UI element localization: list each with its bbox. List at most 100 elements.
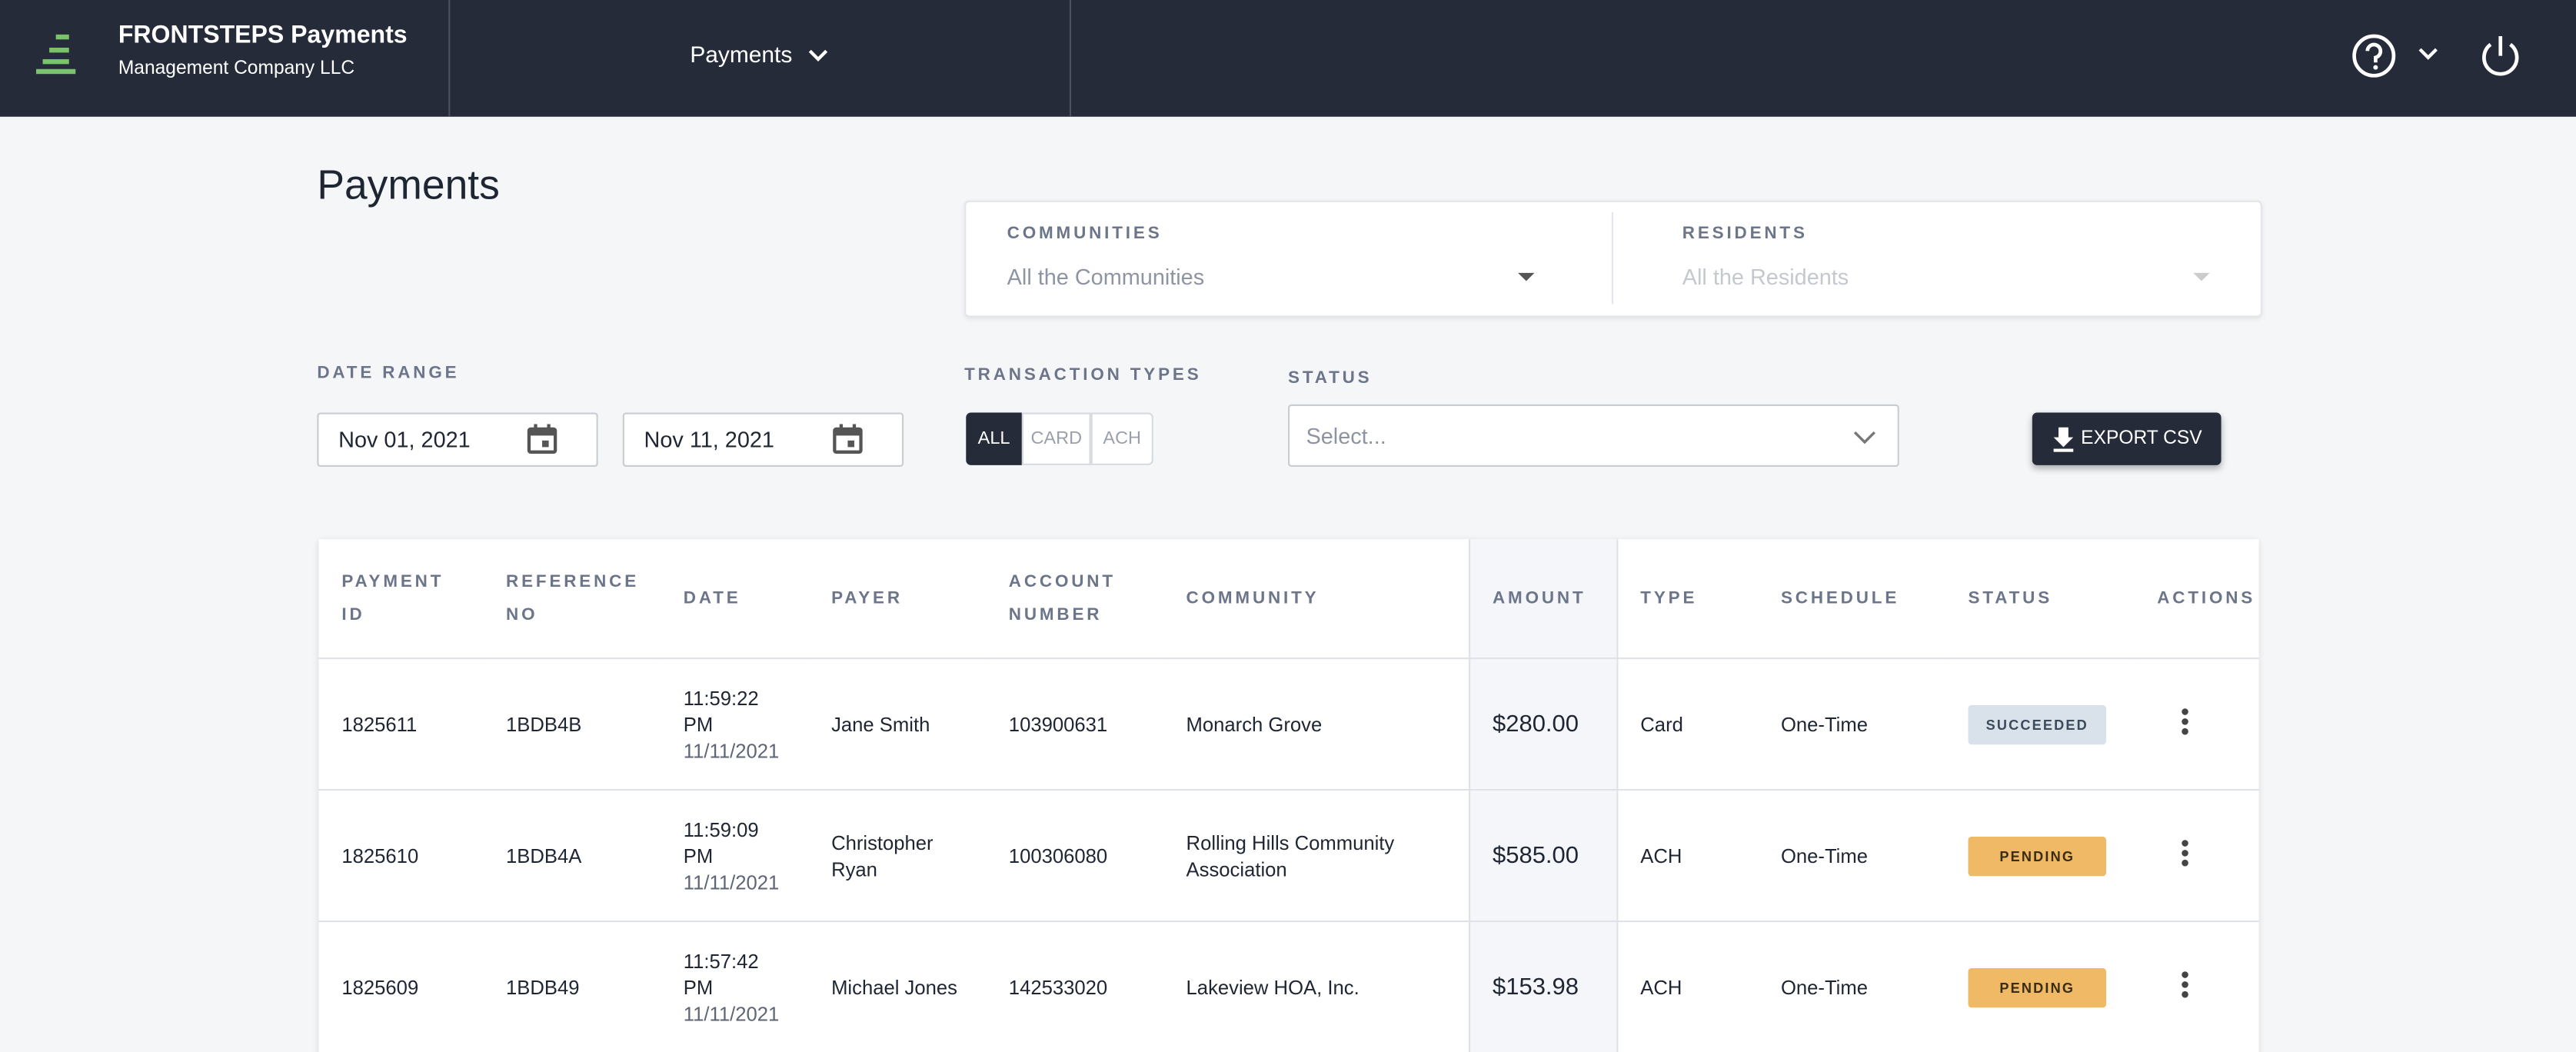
row-menu[interactable] bbox=[2180, 706, 2190, 742]
reference-no-cell: 1BDB4B bbox=[483, 658, 661, 791]
actions-cell bbox=[2134, 790, 2259, 923]
table-body: 1825611 1BDB4B 11:59:22 PM 11/11/2021 Jane S… bbox=[318, 658, 2259, 1052]
header-row: PAYMENT ID REFERENCE NO DATE PAYER ACCOUNT N… bbox=[318, 539, 2259, 660]
residents-select[interactable]: All the Residents bbox=[1682, 265, 1849, 290]
filter-label: COMMUNITIES bbox=[1007, 223, 1163, 244]
filter-label: RESIDENTS bbox=[1682, 223, 1808, 244]
payer-cell: Christopher Ryan bbox=[808, 790, 986, 923]
date: 11/11/2021 bbox=[683, 870, 780, 894]
table-row: 1825611 1BDB4B 11:59:22 PM 11/11/2021 Jane S… bbox=[318, 658, 2259, 791]
reference-no-cell: 1BDB49 bbox=[483, 921, 661, 1052]
status-placeholder: Select... bbox=[1306, 424, 1386, 449]
logo bbox=[36, 34, 76, 75]
help-icon[interactable] bbox=[2349, 32, 2398, 81]
date-cell: 11:59:09 PM 11/11/2021 bbox=[660, 790, 809, 923]
date: 11/11/2021 bbox=[683, 738, 780, 762]
account-number-cell: 142533020 bbox=[985, 921, 1163, 1052]
type-option[interactable]: ACH bbox=[1090, 412, 1153, 465]
end-date[interactable]: Nov 11, 2021 bbox=[622, 412, 904, 468]
kebab-icon bbox=[2182, 707, 2188, 734]
schedule-cell: One-Time bbox=[1758, 658, 1945, 791]
actions-cell bbox=[2134, 921, 2259, 1052]
column-header: ACTIONS bbox=[2134, 539, 2259, 660]
column-header: STATUS bbox=[1945, 539, 2135, 660]
filter-card: COMMUNITIES All the Communities RESIDENT… bbox=[964, 200, 2262, 318]
kebab-icon bbox=[2182, 970, 2188, 997]
payments-table: PAYMENT ID REFERENCE NO DATE PAYER ACCOUNT N… bbox=[318, 539, 2259, 1052]
page-title: Payments bbox=[317, 162, 500, 209]
payment-id-cell: 1825611 bbox=[318, 658, 484, 791]
separator bbox=[1069, 0, 1071, 117]
payment-id-cell: 1825609 bbox=[318, 921, 484, 1052]
calendar-icon bbox=[833, 424, 863, 454]
schedule-cell: One-Time bbox=[1758, 790, 1945, 923]
column-header: ACCOUNT NUMBER bbox=[985, 539, 1163, 660]
column-header: COMMUNITY bbox=[1163, 539, 1469, 660]
reference-no-cell: 1BDB4A bbox=[483, 790, 661, 923]
chevron[interactable] bbox=[2417, 45, 2440, 65]
communities-select[interactable]: All the Communities bbox=[1007, 265, 1205, 290]
table-row: 1825609 1BDB49 11:57:42 PM 11/11/2021 Michae… bbox=[318, 921, 2259, 1052]
status-badge: PENDING bbox=[1968, 967, 2106, 1007]
column-header: AMOUNT bbox=[1467, 539, 1618, 660]
column-header: PAYMENT ID bbox=[318, 539, 484, 660]
type-cell: Card bbox=[1616, 658, 1759, 791]
time: 11:59:09 PM bbox=[683, 817, 759, 867]
start-date[interactable]: Nov 01, 2021 bbox=[317, 412, 598, 468]
column-header: REFERENCE NO bbox=[483, 539, 661, 660]
amount-cell: $280.00 bbox=[1467, 658, 1618, 791]
status-badge: PENDING bbox=[1968, 835, 2106, 876]
payment-id-cell: 1825610 bbox=[318, 790, 484, 923]
column-header: PAYER bbox=[808, 539, 986, 660]
payer-cell: Jane Smith bbox=[808, 658, 986, 791]
nav-menu[interactable]: Payments bbox=[690, 41, 792, 67]
column-header: SCHEDULE bbox=[1758, 539, 1945, 660]
power-icon[interactable] bbox=[2476, 32, 2525, 81]
community-cell: Lakeview HOA, Inc. bbox=[1163, 921, 1469, 1052]
status-badge: SUCCEEDED bbox=[1968, 704, 2106, 744]
row-menu[interactable] bbox=[2180, 837, 2190, 874]
export-label: EXPORT CSV bbox=[2081, 428, 2202, 449]
account-number-cell: 100306080 bbox=[985, 790, 1163, 923]
separator bbox=[448, 0, 451, 117]
status-cell: PENDING bbox=[1945, 921, 2135, 1052]
status-cell: PENDING bbox=[1945, 790, 2135, 923]
community-cell: Rolling Hills Community Association bbox=[1163, 790, 1469, 923]
nav-label: Payments bbox=[690, 41, 793, 68]
export-button[interactable]: EXPORT CSV bbox=[2032, 412, 2222, 465]
chevron bbox=[1853, 431, 1875, 444]
amount-cell: $153.98 bbox=[1467, 921, 1618, 1052]
filter-label: TRANSACTION TYPES bbox=[964, 365, 1202, 385]
top-bar bbox=[0, 0, 2576, 117]
brand: FRONTSTEPS Payments bbox=[118, 21, 408, 50]
actions-cell bbox=[2134, 658, 2259, 791]
type-cell: ACH bbox=[1616, 921, 1759, 1052]
date-text: Nov 01, 2021 bbox=[338, 427, 471, 452]
filter-label: STATUS bbox=[1288, 368, 1373, 388]
download-icon bbox=[2052, 427, 2073, 452]
company: Management Company LLC bbox=[118, 58, 355, 79]
calendar-icon bbox=[527, 424, 557, 454]
kebab-icon bbox=[2182, 839, 2188, 866]
type-option[interactable]: CARD bbox=[1021, 412, 1091, 465]
account-number-cell: 103900631 bbox=[985, 658, 1163, 791]
status-select[interactable]: Select... bbox=[1288, 404, 1899, 468]
date: 11/11/2021 bbox=[683, 1001, 780, 1025]
filter-label: DATE RANGE bbox=[317, 363, 460, 384]
community-cell: Monarch Grove bbox=[1163, 658, 1469, 791]
type-cell: ACH bbox=[1616, 790, 1759, 923]
amount-cell: $585.00 bbox=[1467, 790, 1618, 923]
divider bbox=[1611, 211, 1614, 305]
caret bbox=[2193, 272, 2210, 281]
schedule-cell: One-Time bbox=[1758, 921, 1945, 1052]
chevron bbox=[808, 49, 828, 62]
row-menu[interactable] bbox=[2180, 969, 2190, 1005]
date-text: Nov 11, 2021 bbox=[644, 427, 774, 452]
caret bbox=[1518, 272, 1535, 281]
type-option[interactable]: ALL bbox=[966, 412, 1022, 465]
time: 11:57:42 PM bbox=[683, 949, 759, 999]
status-cell: SUCCEEDED bbox=[1945, 658, 2135, 791]
